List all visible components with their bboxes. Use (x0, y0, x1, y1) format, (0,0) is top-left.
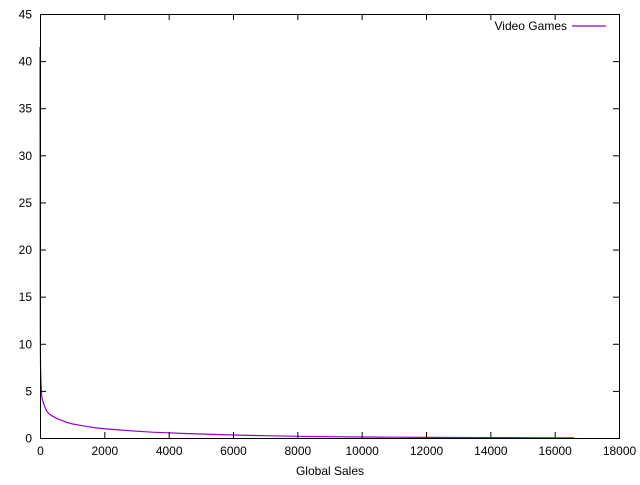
x-tick-label: 8000 (284, 444, 311, 458)
x-tick-label: 6000 (220, 444, 247, 458)
x-ticks: 0 2000 4000 6000 8000 10000 12000 14000 16000 180… (37, 14, 637, 458)
legend: Video Games (495, 19, 606, 33)
y-tick-label: 0 (25, 432, 32, 446)
x-tick-label: 16000 (538, 444, 572, 458)
y-tick-label: 15 (19, 290, 33, 304)
y-tick-label: 5 (25, 384, 32, 398)
y-tick-label: 35 (19, 102, 33, 116)
y-tick-label: 25 (19, 196, 33, 210)
plot-frame (40, 14, 620, 439)
y-tick-label: 20 (19, 243, 33, 257)
x-tick-label: 14000 (474, 444, 508, 458)
x-tick-label: 4000 (156, 444, 183, 458)
x-tick-label: 12000 (410, 444, 444, 458)
y-tick-label: 10 (19, 337, 33, 351)
x-tick-label: 10000 (345, 444, 379, 458)
x-tick-label: 2000 (91, 444, 118, 458)
x-axis-label: Global Sales (296, 464, 364, 478)
series-line (39, 47, 575, 439)
y-tick-label: 30 (19, 149, 33, 163)
y-ticks: 0 5 10 15 20 25 30 35 40 45 (19, 8, 619, 446)
x-tick-label: 18000 (603, 444, 637, 458)
legend-label: Video Games (495, 19, 568, 33)
plot-series (39, 47, 575, 439)
x-tick-label: 0 (37, 444, 44, 458)
y-tick-label: 40 (19, 55, 33, 69)
y-tick-label: 45 (19, 8, 33, 22)
